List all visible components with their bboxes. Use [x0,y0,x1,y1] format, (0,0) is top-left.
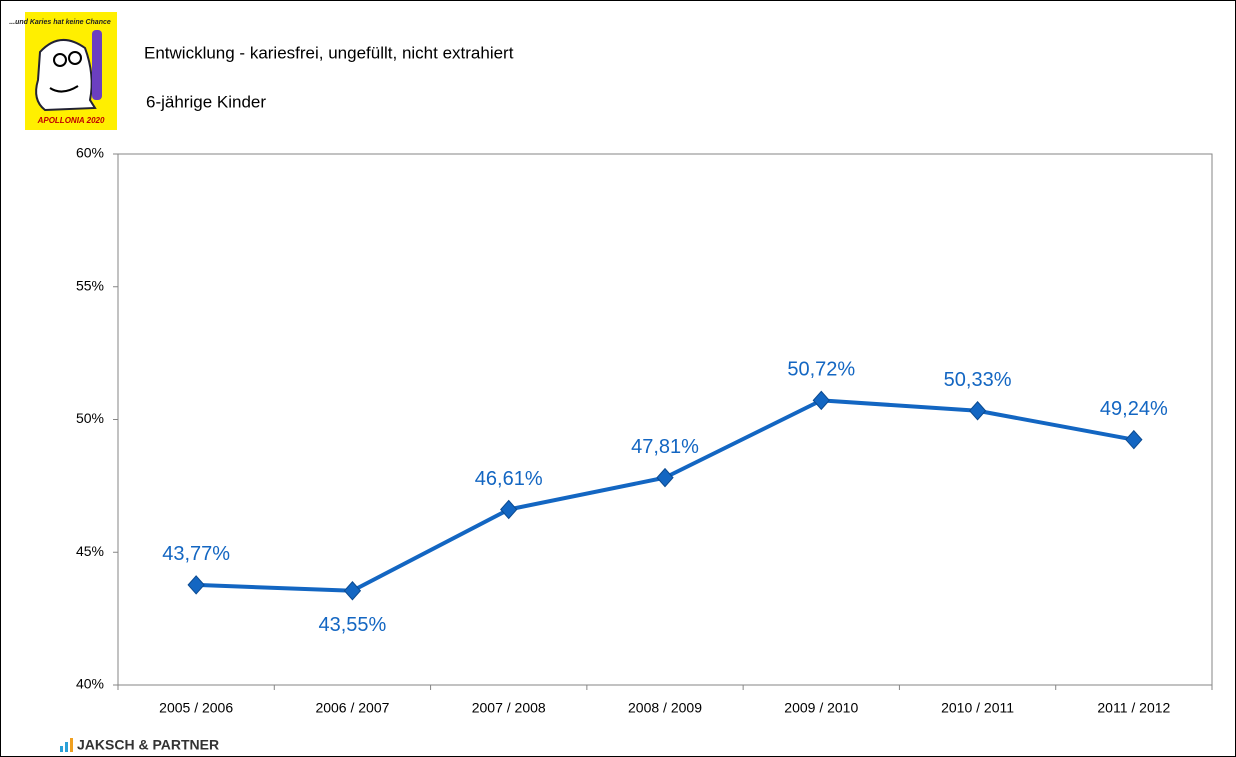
footer-icon-bar [60,746,63,752]
x-tick-label: 2010 / 2011 [941,700,1014,716]
data-marker [500,499,518,520]
logo-brush [92,30,102,100]
logo: ...und Karies hat keine Chance APOLLONIA… [9,12,117,130]
data-label: 43,77% [162,543,230,565]
x-tick-label: 2009 / 2010 [784,700,858,716]
data-marker [812,390,830,411]
chart-title: Entwicklung - kariesfrei, ungefüllt, nic… [144,43,514,62]
data-marker [1125,429,1143,450]
chart-subtitle: 6-jährige Kinder [146,92,266,111]
logo-text: ...und Karies hat keine Chance [9,19,111,26]
logo-mouth [49,85,79,93]
data-marker [656,467,674,488]
data-marker [968,400,987,421]
y-tick-label: 45% [76,543,104,559]
data-label: 43,55% [319,614,387,636]
data-label: 46,61% [475,468,543,490]
logo-eye [53,53,67,67]
logo-tooth [35,39,97,112]
x-tick-label: 2007 / 2008 [472,700,546,716]
footer-icon-bar [65,742,68,752]
footer-logo: JAKSCH & PARTNER [60,737,219,753]
data-label: 49,24% [1100,398,1168,420]
x-tick-label: 2005 / 2006 [159,700,233,716]
y-tick-label: 55% [76,277,104,293]
footer-text: JAKSCH & PARTNER [77,737,219,753]
x-tick-label: 2011 / 2012 [1097,700,1170,716]
data-label: 50,72% [787,359,855,381]
data-label: 47,81% [631,436,699,458]
logo-eye [68,51,82,65]
x-tick-label: 2006 / 2007 [315,700,389,716]
data-marker [187,575,205,595]
y-tick-label: 60% [76,145,104,161]
logo-caption: APOLLONIA 2020 [37,116,105,125]
y-tick-label: 50% [76,410,104,426]
footer-icon-bar [70,738,73,752]
data-label: 50,33% [944,369,1012,391]
y-tick-label: 40% [76,676,104,692]
x-tick-label: 2008 / 2009 [628,700,702,716]
data-marker [343,580,362,601]
